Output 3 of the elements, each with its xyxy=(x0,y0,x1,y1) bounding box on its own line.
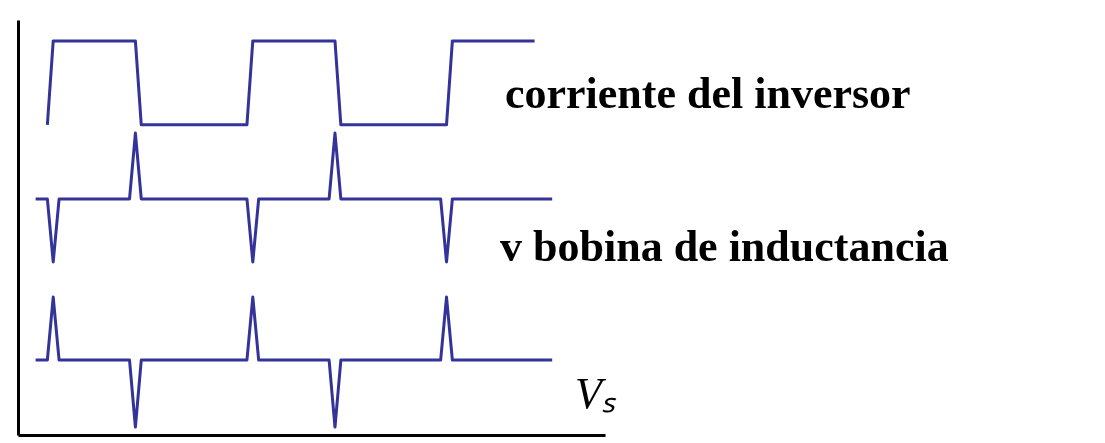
series-label: corriente del inversor xyxy=(505,69,911,118)
series-label: Vₛ xyxy=(575,369,617,418)
series-label: v bobina de inductancia xyxy=(500,222,949,271)
